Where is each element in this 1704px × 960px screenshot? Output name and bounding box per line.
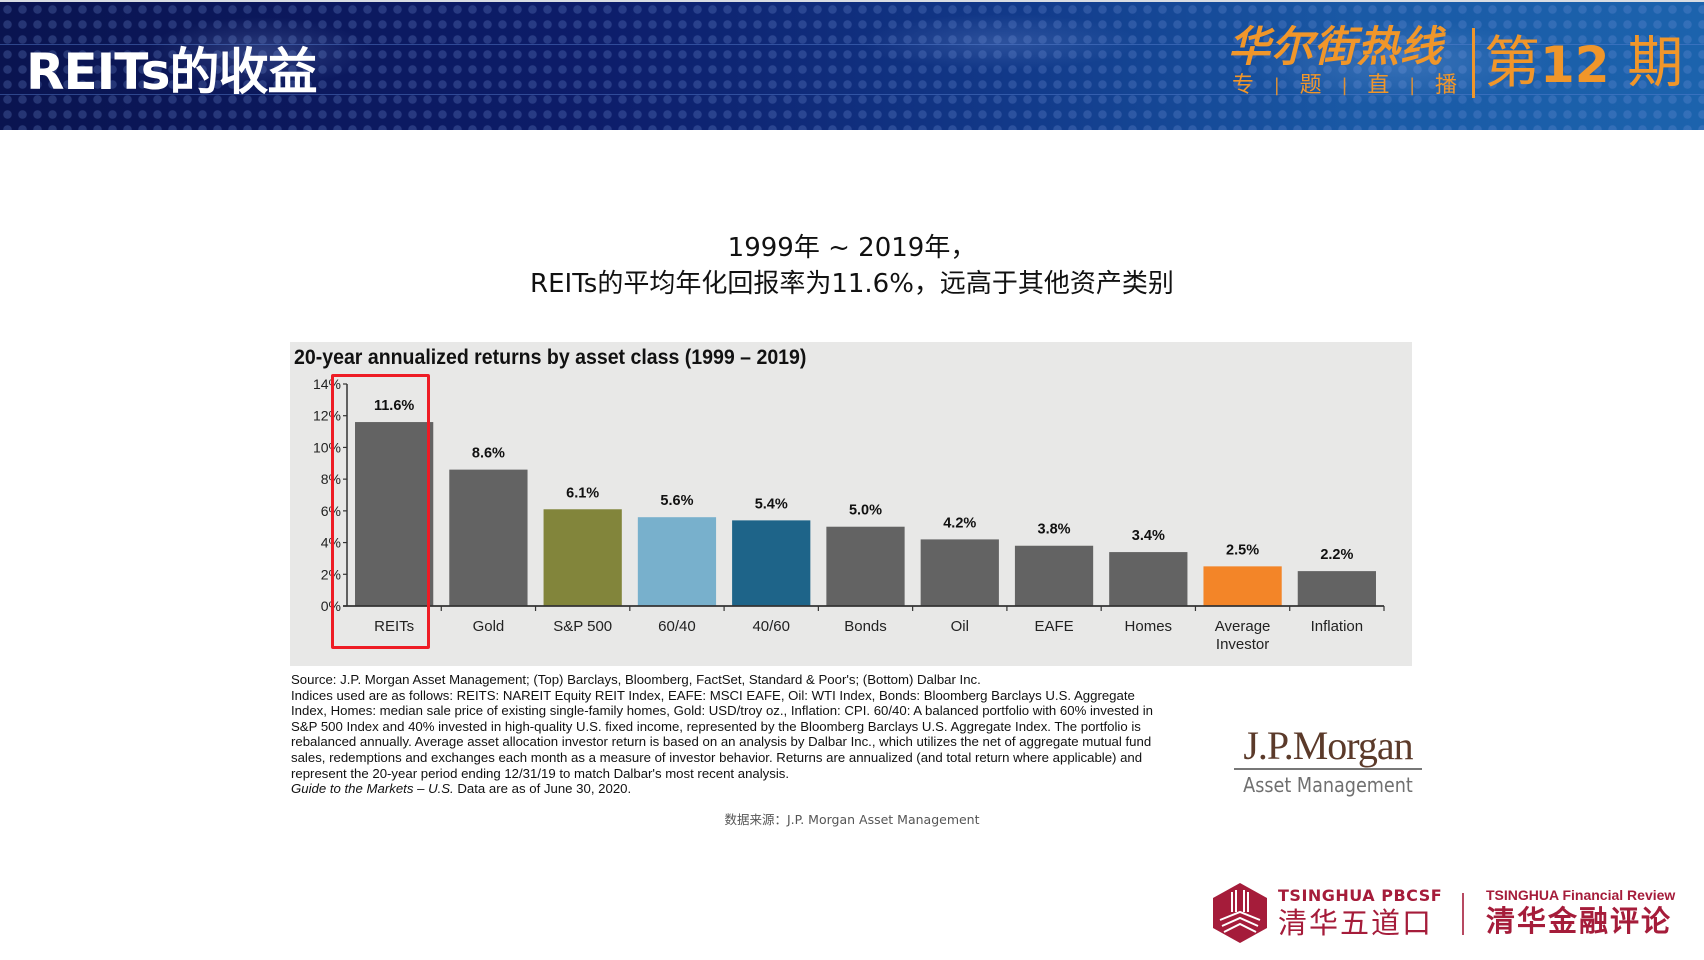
banner-dot-pattern bbox=[0, 2, 1704, 130]
pbcsf-cube-icon bbox=[1213, 883, 1267, 943]
x-tick-label: S&P 500 bbox=[553, 618, 612, 635]
x-tick-label: Homes bbox=[1125, 618, 1173, 635]
x-tick-label: EAFE bbox=[1034, 618, 1073, 635]
note-line: represent the 20-year period ending 12/3… bbox=[291, 765, 790, 781]
issue-number: 12 bbox=[1540, 36, 1610, 94]
x-tick-label: Inflation bbox=[1311, 618, 1364, 635]
note-line: rebalanced annually. Average asset alloc… bbox=[291, 734, 1152, 750]
program-subtitle-char: 题 bbox=[1299, 73, 1322, 98]
note-line: Source: J.P. Morgan Asset Management; (T… bbox=[291, 672, 981, 687]
pbcsf-name-cn: 清华五道口 bbox=[1278, 906, 1434, 940]
bar-homes bbox=[1109, 552, 1188, 606]
x-tick-label: Average bbox=[1215, 618, 1271, 635]
data-label: 5.6% bbox=[660, 493, 693, 509]
financial-review-name-en: TSINGHUA Financial Review bbox=[1486, 887, 1676, 903]
y-tick-label: 6% bbox=[321, 503, 341, 519]
data-label: 4.2% bbox=[943, 515, 976, 531]
note-line: Index, Homes: median sale price of exist… bbox=[291, 703, 1154, 719]
x-tick-label: Bonds bbox=[844, 618, 887, 635]
y-tick-label: 2% bbox=[321, 566, 341, 582]
bar-reits bbox=[355, 422, 434, 606]
jpmorgan-rule bbox=[1234, 768, 1422, 770]
headline-line-2: REITs的平均年化回报率为11.6%，远高于其他资产类别 bbox=[530, 269, 1174, 299]
data-label: 11.6% bbox=[374, 398, 414, 414]
page-title: REITs的收益 bbox=[26, 43, 317, 101]
bar-bonds bbox=[826, 526, 905, 606]
bar-oil bbox=[920, 539, 999, 606]
chart-panel: 20-year annualized returns by asset clas… bbox=[290, 342, 1412, 666]
data-label: 2.2% bbox=[1320, 547, 1353, 563]
banner-world-map bbox=[0, 2, 1704, 130]
x-tick-label: 40/60 bbox=[752, 618, 790, 635]
footer-divider bbox=[1462, 893, 1464, 935]
separator: | bbox=[1341, 75, 1348, 96]
data-label: 3.4% bbox=[1132, 528, 1165, 544]
x-tick-label: Investor bbox=[1216, 636, 1269, 653]
bar-gold bbox=[449, 469, 528, 606]
data-source: 数据来源：J.P. Morgan Asset Management bbox=[724, 812, 980, 827]
data-label: 6.1% bbox=[566, 485, 599, 501]
jpmorgan-logo: J.P.Morgan Asset Management bbox=[1228, 724, 1428, 798]
x-tick-label: 60/40 bbox=[658, 618, 696, 635]
x-tick-label: Oil bbox=[951, 618, 969, 635]
y-tick-label: 4% bbox=[321, 535, 341, 551]
bar-chart: 0%2%4%6%8%10%12%14%11.6%REITs8.6%Gold6.1… bbox=[313, 376, 1385, 653]
x-tick-label: Gold bbox=[473, 618, 505, 635]
data-label: 2.5% bbox=[1226, 542, 1259, 558]
bar-40-60 bbox=[732, 520, 811, 606]
banner-line bbox=[0, 94, 1704, 95]
program-name: 华尔街热线 bbox=[1228, 22, 1444, 71]
issue-label: 第12 期 bbox=[1484, 32, 1683, 97]
header-banner: REITs的收益 华尔街热线 专 | 题 | 直 | 播 第12 期 bbox=[0, 0, 1704, 130]
data-label: 5.0% bbox=[849, 503, 882, 519]
data-label: 3.8% bbox=[1038, 522, 1071, 538]
headline-line-1: 1999年 ~ 2019年， bbox=[727, 233, 977, 263]
x-tick-label: REITs bbox=[374, 618, 414, 635]
chart-notes: Source: J.P. Morgan Asset Management; (T… bbox=[291, 672, 1211, 797]
data-label: 8.6% bbox=[472, 446, 505, 462]
program-subtitle: 专 | 题 | 直 | 播 bbox=[1232, 72, 1457, 100]
note-guide: Guide to the Markets – U.S. Data are as … bbox=[291, 781, 1211, 797]
reits-highlight-box bbox=[331, 374, 430, 649]
program-subtitle-char: 直 bbox=[1367, 73, 1390, 98]
program-brand: 华尔街热线 专 | 题 | 直 | 播 bbox=[1228, 22, 1478, 100]
financial-review-logo: TSINGHUA Financial Review 清华金融评论 bbox=[1486, 886, 1675, 938]
note-line: S&P 500 Index and 40% invested in high-q… bbox=[291, 718, 1141, 734]
pbcsf-logo: TSINGHUA PBCSF 清华五道口 bbox=[1212, 882, 1442, 944]
y-tick-label: 8% bbox=[321, 471, 341, 487]
bar-60-40 bbox=[637, 517, 717, 606]
program-subtitle-char: 播 bbox=[1434, 73, 1457, 98]
separator: | bbox=[1409, 75, 1416, 96]
guide-date: Data are as of June 30, 2020. bbox=[453, 781, 632, 797]
issue-prefix: 第 bbox=[1484, 31, 1540, 96]
bar-s-p-500 bbox=[543, 509, 622, 606]
y-tick-label: 0% bbox=[321, 598, 341, 614]
financial-review-name-cn: 清华金融评论 bbox=[1486, 904, 1673, 938]
guide-title: Guide to the Markets – U.S. bbox=[291, 781, 454, 797]
bar-average-investor bbox=[1203, 566, 1282, 606]
jpmorgan-subtitle: Asset Management bbox=[1243, 773, 1413, 797]
jpmorgan-name: J.P.Morgan bbox=[1243, 723, 1413, 768]
separator: | bbox=[1273, 75, 1280, 96]
bar-eafe bbox=[1014, 545, 1094, 606]
note-line: Indices used are as follows: REITS: NARE… bbox=[291, 687, 1135, 703]
pbcsf-name-en: TSINGHUA PBCSF bbox=[1278, 886, 1443, 905]
brand-divider bbox=[1472, 28, 1475, 98]
program-subtitle-char: 专 bbox=[1232, 73, 1255, 98]
banner-line bbox=[0, 44, 1704, 45]
issue-suffix: 期 bbox=[1627, 31, 1684, 96]
note-line: sales, redemptions and exchanges each mo… bbox=[291, 749, 1143, 765]
bar-inflation bbox=[1297, 571, 1376, 606]
chart-title: 20-year annualized returns by asset clas… bbox=[294, 346, 807, 369]
data-label: 5.4% bbox=[755, 496, 788, 512]
